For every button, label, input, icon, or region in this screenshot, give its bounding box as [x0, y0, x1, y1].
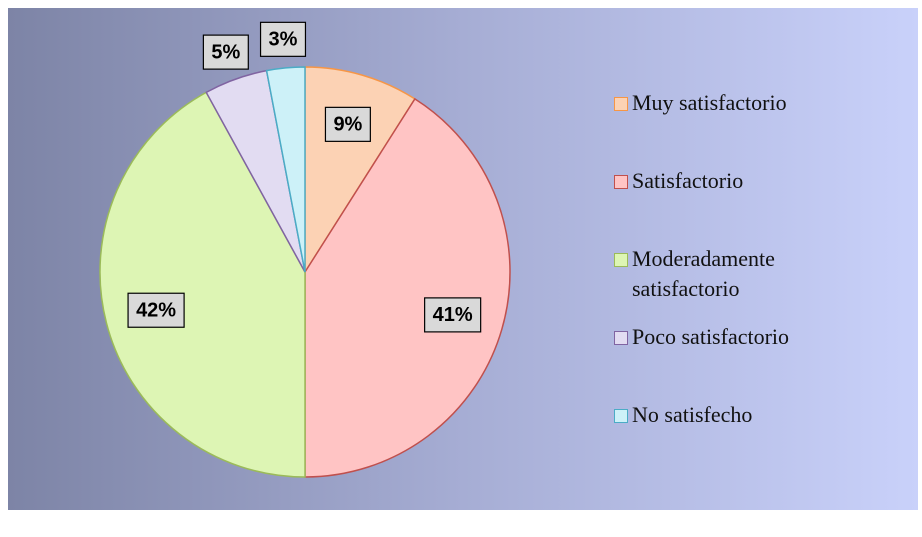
- legend-item: Poco satisfactorio: [614, 322, 854, 400]
- data-label-text: 9%: [333, 114, 362, 136]
- data-label-box: [259, 21, 307, 57]
- data-label-box: [127, 292, 185, 328]
- pie-slice: [99, 91, 306, 478]
- legend-label: Poco satisfactorio: [632, 324, 790, 349]
- data-label: 9%: [324, 106, 371, 142]
- legend-item: Moderadamente satisfactorio: [614, 244, 854, 322]
- data-label-text: 42%: [136, 300, 176, 322]
- data-label-box: [202, 34, 249, 70]
- legend-swatch: [614, 97, 628, 111]
- data-label: 5%: [202, 34, 249, 70]
- legend-label: No satisfecho: [632, 402, 753, 427]
- legend-swatch: [614, 175, 628, 189]
- data-label: 41%: [424, 297, 482, 333]
- data-label-text: 3%: [269, 29, 298, 51]
- legend-swatch: [614, 253, 628, 267]
- legend-label: Satisfactorio: [632, 168, 744, 193]
- data-label: 3%: [259, 21, 307, 57]
- pie-slice: [265, 66, 306, 273]
- legend-swatch: [614, 409, 628, 423]
- legend-swatch: [614, 331, 628, 345]
- data-label-box: [324, 106, 371, 142]
- legend-item: Muy satisfactorio: [614, 88, 854, 166]
- data-label-text: 5%: [211, 41, 240, 63]
- pie-slice: [304, 97, 511, 478]
- legend-label: Moderadamente satisfactorio: [632, 246, 775, 301]
- data-label-text: 41%: [433, 304, 473, 326]
- legend-item: Satisfactorio: [614, 166, 854, 244]
- legend-item: No satisfecho: [614, 400, 854, 478]
- data-label-box: [424, 297, 482, 333]
- legend: Muy satisfactorio Satisfactorio Moderadame…: [614, 88, 854, 478]
- data-label: 42%: [127, 292, 185, 328]
- legend-label: Muy satisfactorio: [632, 90, 787, 115]
